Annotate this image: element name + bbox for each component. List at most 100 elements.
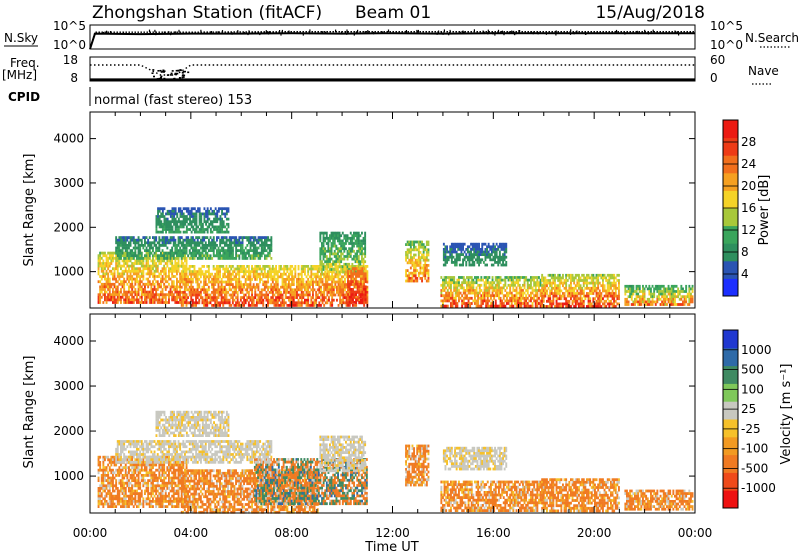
heat-cell	[414, 266, 417, 270]
heat-cell	[312, 267, 314, 271]
heat-cell	[187, 254, 190, 258]
heat-cell	[566, 273, 569, 277]
heat-cell	[334, 265, 337, 268]
heat-cell	[523, 291, 526, 295]
heat-cell	[357, 265, 360, 269]
heat-cell	[356, 252, 359, 256]
heat-cell	[286, 275, 289, 279]
heat-cell	[116, 262, 119, 265]
heat-cell	[304, 267, 306, 271]
heat-cell	[341, 252, 344, 256]
heat-cell	[442, 294, 444, 298]
heat-cell	[243, 257, 246, 260]
heat-cell	[115, 257, 118, 260]
heat-cell	[413, 274, 415, 278]
heat-cell	[180, 296, 183, 299]
heat-cell	[255, 298, 258, 302]
heat-cell	[348, 255, 351, 258]
heat-cell	[100, 264, 103, 268]
heat-cell	[166, 264, 169, 268]
heat-cell	[225, 222, 228, 226]
heat-cell	[102, 288, 105, 291]
heat-cell	[188, 293, 191, 297]
heat-cell	[547, 297, 550, 301]
heat-cell	[107, 264, 110, 268]
heat-cell	[116, 280, 119, 284]
heat-cell	[201, 241, 204, 245]
heat-cell	[538, 296, 540, 300]
heat-cell	[190, 241, 193, 245]
heat-cell	[137, 285, 140, 289]
heat-cell	[330, 262, 333, 266]
heat-cell	[357, 257, 360, 261]
heat-cell	[102, 285, 105, 289]
heat-cell	[427, 274, 430, 278]
heat-cell	[348, 242, 351, 245]
heat-cell	[187, 222, 190, 226]
beam-label: Beam 01	[355, 3, 431, 23]
heat-cell	[156, 267, 159, 271]
heat-cell	[499, 296, 502, 300]
heat-cell	[414, 274, 417, 278]
heat-cell	[525, 294, 528, 298]
heat-cell	[504, 278, 507, 282]
heat-cell	[230, 293, 233, 297]
heat-cell	[179, 241, 182, 245]
heat-cell	[345, 270, 347, 274]
heat-cell	[462, 242, 464, 246]
heat-cell	[214, 207, 217, 211]
heat-cell	[158, 301, 161, 304]
heat-cell	[411, 256, 414, 259]
heat-cell	[322, 234, 325, 238]
heat-cell	[518, 283, 521, 287]
heat-cell	[267, 238, 270, 242]
heat-cell	[128, 241, 130, 245]
noise-spike	[346, 32, 348, 35]
heat-cell	[203, 298, 205, 302]
heat-cell	[172, 257, 175, 260]
heat-cell	[152, 267, 154, 271]
heat-cell	[260, 270, 263, 273]
heat-cell	[97, 298, 100, 302]
heat-cell	[115, 249, 118, 252]
heat-cell	[104, 288, 106, 291]
heat-cell	[212, 244, 215, 247]
heat-cell	[414, 248, 417, 252]
heat-cell	[107, 277, 110, 281]
heat-cell	[235, 301, 237, 305]
heat-cell	[150, 246, 153, 250]
heat-cell	[294, 288, 297, 292]
heat-cell	[179, 246, 182, 250]
heat-cell	[136, 272, 138, 276]
heat-cell	[460, 253, 463, 256]
heat-cell	[185, 220, 188, 224]
heat-cell	[523, 299, 526, 303]
heat-cell	[260, 254, 263, 258]
heat-cell	[112, 282, 114, 286]
heat-cell	[116, 259, 119, 263]
heat-cell	[252, 241, 255, 245]
heat-cell	[329, 291, 332, 294]
heat-cell	[102, 275, 105, 278]
heat-cell	[329, 285, 332, 289]
heat-cell	[522, 283, 524, 287]
heat-cell	[594, 305, 596, 308]
heat-cell	[406, 274, 409, 278]
heat-cell	[324, 296, 327, 299]
heat-cell	[150, 295, 153, 299]
heat-cell	[163, 282, 166, 286]
heat-cell	[324, 249, 327, 253]
heat-cell	[487, 242, 490, 246]
heat-cell	[254, 238, 257, 242]
heat-cell	[140, 244, 143, 247]
heat-cell	[195, 236, 198, 239]
heat-cell	[448, 283, 451, 287]
heat-cell	[302, 291, 305, 294]
heat-cell	[273, 285, 276, 289]
heat-cell	[140, 290, 143, 294]
heat-cell	[280, 291, 282, 294]
heat-cell	[544, 281, 547, 285]
heat-cell	[526, 281, 529, 285]
heat-cell	[236, 291, 239, 294]
heat-cell	[292, 304, 295, 307]
